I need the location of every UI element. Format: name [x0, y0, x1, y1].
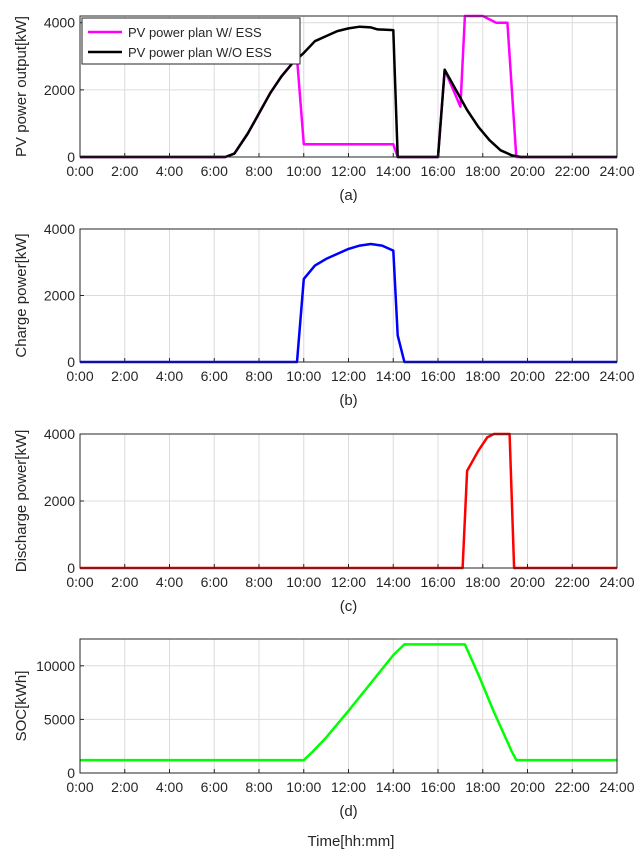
- x-tick-label: 14:00: [376, 574, 411, 590]
- x-tick-label: 22:00: [555, 779, 590, 795]
- x-tick-label: 24:00: [599, 574, 634, 590]
- x-tick-label: 0:00: [66, 779, 93, 795]
- y-tick-label: 5000: [44, 711, 75, 727]
- x-tick-label: 2:00: [111, 779, 138, 795]
- x-tick-label: 14:00: [376, 368, 411, 384]
- subplot-b: 0:00 2:00 4:00 6:00 8:00 10:00 12:00 14:00 16:00…: [13, 221, 635, 409]
- x-tick-label: 2:00: [111, 163, 138, 179]
- y-tick-label: 0: [67, 560, 75, 576]
- x-tick-label: 8:00: [245, 574, 272, 590]
- x-tick-label: 10:00: [286, 368, 321, 384]
- x-tick-label: 18:00: [465, 368, 500, 384]
- subplot-caption: (a): [339, 187, 357, 204]
- legend-box: [81, 17, 301, 65]
- y-tick-label: 4000: [44, 15, 75, 31]
- x-tick-label: 4:00: [156, 779, 183, 795]
- y-axis-label: Charge power[kW]: [13, 233, 30, 357]
- y-axis-label: Discharge power[kW]: [13, 430, 30, 573]
- y-tick-label: 2000: [44, 82, 75, 98]
- x-tick-label: 10:00: [286, 574, 321, 590]
- x-tick-label: 20:00: [510, 163, 545, 179]
- x-tick-label: 18:00: [465, 163, 500, 179]
- y-tick-label: 0: [67, 765, 75, 781]
- subplot-d: 0:00 2:00 4:00 6:00 8:00 10:00 12:00 14:00 16:00…: [13, 638, 635, 820]
- y-tick-label: 0: [67, 149, 75, 165]
- x-tick-label: 10:00: [286, 779, 321, 795]
- x-tick-label: 8:00: [245, 163, 272, 179]
- x-tick-label: 12:00: [331, 163, 366, 179]
- x-tick-label: 8:00: [245, 779, 272, 795]
- y-tick-label: 10000: [36, 658, 75, 674]
- x-tick-label: 0:00: [66, 163, 93, 179]
- series-line-2: [80, 25, 617, 159]
- series-line-1: [80, 643, 617, 762]
- y-axis-label: PV power output[kW]: [13, 16, 30, 157]
- y-tick-label: 0: [67, 354, 75, 370]
- x-tick-label: 20:00: [510, 779, 545, 795]
- x-tick-label: 12:00: [331, 574, 366, 590]
- x-tick-label: 24:00: [599, 163, 634, 179]
- y-tick-label: 4000: [44, 221, 75, 237]
- subplot-a: 0:00 2:00 4:00 6:00 8:00 10:00 12:00 14:00 16:00…: [13, 15, 635, 204]
- x-tick-label: 22:00: [555, 163, 590, 179]
- x-tick-label: 6:00: [201, 574, 228, 590]
- x-tick-label: 4:00: [156, 574, 183, 590]
- x-tick-label: 20:00: [510, 574, 545, 590]
- x-tick-label: 10:00: [286, 163, 321, 179]
- legend-label: PV power plan W/O ESS: [128, 45, 272, 60]
- subplot-caption: (b): [339, 392, 357, 409]
- x-tick-label: 22:00: [555, 368, 590, 384]
- x-tick-label: 6:00: [201, 779, 228, 795]
- x-tick-label: 4:00: [156, 163, 183, 179]
- x-tick-label: 14:00: [376, 163, 411, 179]
- x-tick-label: 0:00: [66, 368, 93, 384]
- x-tick-label: 12:00: [331, 368, 366, 384]
- x-tick-label: 16:00: [420, 574, 455, 590]
- x-axis-label: Time[hh:mm]: [308, 833, 395, 850]
- x-tick-label: 14:00: [376, 779, 411, 795]
- x-tick-label: 6:00: [201, 368, 228, 384]
- subplot-c: 0:00 2:00 4:00 6:00 8:00 10:00 12:00 14:00 16:00…: [13, 426, 635, 615]
- x-tick-label: 16:00: [420, 368, 455, 384]
- legend: PV power plan W/ ESS PV power plan W/O ES…: [81, 17, 301, 65]
- series-line-1: [80, 242, 617, 364]
- x-tick-label: 20:00: [510, 368, 545, 384]
- series-line-1: [80, 432, 617, 570]
- x-tick-label: 6:00: [201, 163, 228, 179]
- x-tick-label: 18:00: [465, 574, 500, 590]
- y-axis-label: SOC[kWh]: [13, 671, 30, 742]
- x-tick-label: 24:00: [599, 368, 634, 384]
- y-tick-label: 4000: [44, 426, 75, 442]
- subplot-caption: (d): [339, 803, 357, 820]
- x-tick-label: 22:00: [555, 574, 590, 590]
- x-tick-label: 4:00: [156, 368, 183, 384]
- x-tick-label: 16:00: [420, 163, 455, 179]
- x-tick-label: 18:00: [465, 779, 500, 795]
- x-tick-label: 2:00: [111, 574, 138, 590]
- x-tick-label: 16:00: [420, 779, 455, 795]
- subplot-caption: (c): [340, 598, 358, 615]
- legend-label: PV power plan W/ ESS: [128, 25, 262, 40]
- x-tick-label: 8:00: [245, 368, 272, 384]
- y-tick-label: 2000: [44, 288, 75, 304]
- x-tick-label: 24:00: [599, 779, 634, 795]
- x-tick-label: 12:00: [331, 779, 366, 795]
- y-tick-label: 2000: [44, 493, 75, 509]
- x-tick-label: 0:00: [66, 574, 93, 590]
- x-tick-label: 2:00: [111, 368, 138, 384]
